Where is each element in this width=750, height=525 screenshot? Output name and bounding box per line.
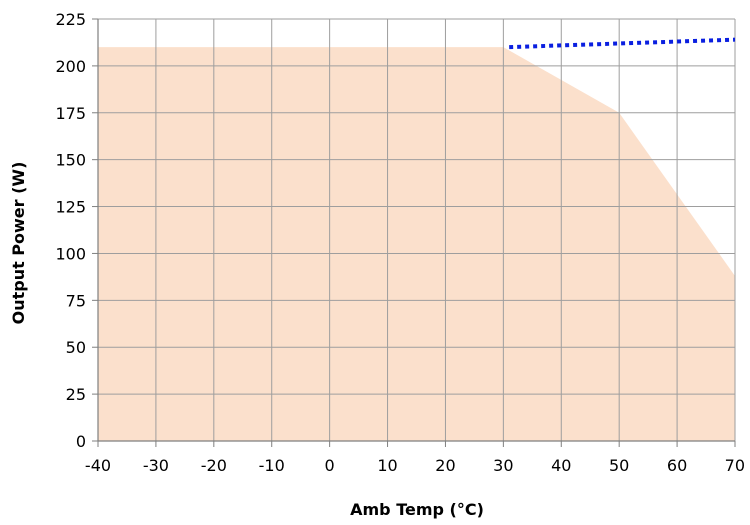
area-series-0 xyxy=(98,47,735,442)
y-tick-label: 50 xyxy=(66,338,86,357)
axes xyxy=(92,18,736,447)
x-tick-label: 60 xyxy=(667,456,687,475)
x-tick-label: 0 xyxy=(325,456,335,475)
y-tick-label: 225 xyxy=(55,10,86,29)
x-tick-label: 20 xyxy=(435,456,455,475)
x-tick-label: 50 xyxy=(609,456,629,475)
x-axis-title: Amb Temp (°C) xyxy=(350,500,484,519)
x-tick-labels: -40 -30 -20 -10 0 10 20 30 40 50 60 70 xyxy=(85,456,745,475)
line-series-0 xyxy=(509,37,736,50)
x-tick-label: -30 xyxy=(143,456,169,475)
x-tick-label: -20 xyxy=(201,456,227,475)
x-tick-label: 10 xyxy=(377,456,397,475)
y-tick-label: 175 xyxy=(55,104,86,123)
y-tick-label: 200 xyxy=(55,57,86,76)
y-tick-label: 100 xyxy=(55,244,86,263)
y-tick-label: 25 xyxy=(66,385,86,404)
x-tick-label: 30 xyxy=(493,456,513,475)
y-tick-label: 150 xyxy=(55,151,86,170)
y-axis-title: Output Power (W) xyxy=(9,162,28,325)
x-tick-label: 40 xyxy=(551,456,571,475)
y-tick-label: 0 xyxy=(76,432,86,451)
y-tick-label: 75 xyxy=(66,291,86,310)
x-tick-label: -10 xyxy=(259,456,285,475)
x-tick-label: 70 xyxy=(725,456,745,475)
plot-area xyxy=(98,47,735,442)
y-tick-label: 125 xyxy=(55,198,86,217)
y-tick-labels: 0 25 50 75 100 125 150 175 200 225 xyxy=(55,10,86,451)
x-tick-label: -40 xyxy=(85,456,111,475)
grid xyxy=(98,18,736,441)
